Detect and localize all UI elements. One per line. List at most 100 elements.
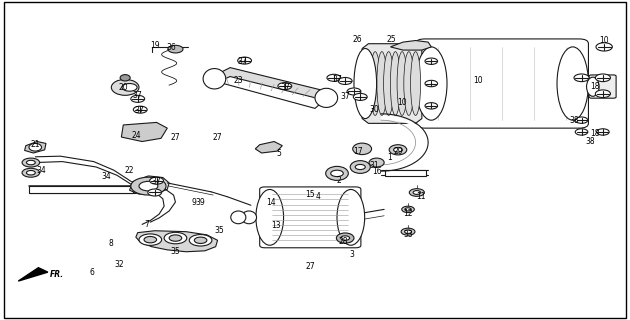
Text: 5: 5 [276, 149, 281, 158]
Text: 13: 13 [271, 221, 281, 230]
Text: 1: 1 [387, 153, 392, 162]
Ellipse shape [337, 189, 365, 245]
Text: 37: 37 [340, 92, 350, 101]
Text: 30: 30 [370, 105, 380, 114]
Text: 39: 39 [196, 197, 205, 206]
Polygon shape [130, 176, 169, 194]
Text: 38: 38 [585, 137, 595, 146]
Ellipse shape [353, 143, 372, 155]
Polygon shape [362, 44, 422, 123]
Ellipse shape [401, 228, 415, 235]
Text: 31: 31 [370, 161, 379, 170]
Ellipse shape [370, 52, 380, 116]
Text: 17: 17 [353, 147, 362, 156]
Text: 12: 12 [403, 209, 413, 218]
Polygon shape [391, 41, 432, 50]
Ellipse shape [256, 189, 284, 245]
Ellipse shape [587, 77, 599, 96]
Circle shape [575, 129, 588, 135]
Polygon shape [255, 141, 282, 153]
Ellipse shape [203, 68, 226, 89]
Ellipse shape [231, 211, 246, 224]
Ellipse shape [557, 47, 588, 120]
Text: 35: 35 [171, 247, 180, 256]
Ellipse shape [169, 235, 181, 241]
Polygon shape [122, 123, 168, 141]
Ellipse shape [405, 208, 411, 211]
Ellipse shape [413, 191, 421, 195]
Text: 27: 27 [213, 132, 222, 141]
Ellipse shape [411, 52, 421, 116]
Ellipse shape [416, 47, 447, 120]
Ellipse shape [22, 158, 40, 167]
Bar [29, 186, 133, 194]
Text: 29: 29 [393, 147, 403, 156]
Ellipse shape [189, 235, 212, 246]
Text: 18: 18 [590, 82, 600, 91]
Circle shape [575, 117, 588, 123]
Text: 9: 9 [192, 197, 197, 206]
Circle shape [596, 43, 612, 51]
Text: 25: 25 [387, 35, 396, 44]
Ellipse shape [389, 145, 407, 155]
Circle shape [353, 93, 367, 100]
Text: 20: 20 [118, 83, 128, 92]
Text: 11: 11 [416, 192, 425, 201]
Text: 3: 3 [349, 251, 354, 260]
Circle shape [338, 77, 352, 84]
Polygon shape [136, 231, 217, 252]
Ellipse shape [315, 88, 338, 108]
Text: 36: 36 [167, 43, 176, 52]
Ellipse shape [350, 161, 370, 173]
Text: 37: 37 [332, 75, 342, 84]
Bar [386, 170, 427, 176]
Polygon shape [217, 76, 324, 108]
Circle shape [278, 83, 292, 90]
Text: 10: 10 [474, 76, 483, 85]
Ellipse shape [331, 170, 343, 177]
Circle shape [595, 74, 610, 82]
Circle shape [574, 74, 589, 82]
Ellipse shape [168, 45, 183, 53]
Text: 37: 37 [280, 83, 290, 92]
Text: 16: 16 [372, 167, 381, 176]
Ellipse shape [354, 49, 377, 119]
Circle shape [131, 95, 145, 102]
Ellipse shape [391, 52, 401, 116]
Ellipse shape [402, 206, 415, 212]
Ellipse shape [326, 166, 348, 180]
Text: 26: 26 [353, 35, 362, 44]
Ellipse shape [394, 148, 403, 152]
Text: 6: 6 [89, 268, 94, 277]
Circle shape [148, 189, 162, 196]
Text: 22: 22 [125, 166, 134, 175]
Text: 2: 2 [336, 176, 341, 185]
Circle shape [425, 80, 438, 87]
Polygon shape [25, 141, 46, 153]
Ellipse shape [139, 234, 162, 245]
FancyBboxPatch shape [260, 187, 361, 248]
Ellipse shape [26, 171, 35, 175]
Ellipse shape [29, 143, 42, 151]
Ellipse shape [404, 52, 414, 116]
Text: 27: 27 [305, 262, 315, 271]
Ellipse shape [112, 79, 139, 95]
Ellipse shape [131, 177, 166, 195]
Polygon shape [18, 268, 48, 281]
Text: 37: 37 [152, 177, 161, 186]
Text: 18: 18 [590, 129, 600, 138]
Text: 32: 32 [114, 260, 123, 269]
Ellipse shape [120, 75, 130, 81]
Circle shape [134, 106, 147, 113]
Text: 37: 37 [133, 91, 142, 100]
Text: 14: 14 [266, 197, 276, 206]
Text: 34: 34 [101, 172, 111, 181]
Ellipse shape [164, 232, 186, 244]
Ellipse shape [336, 233, 354, 243]
Ellipse shape [194, 237, 207, 244]
Ellipse shape [384, 52, 394, 116]
FancyBboxPatch shape [416, 39, 588, 128]
Ellipse shape [341, 236, 350, 240]
Text: 27: 27 [171, 132, 180, 141]
Ellipse shape [26, 160, 35, 165]
